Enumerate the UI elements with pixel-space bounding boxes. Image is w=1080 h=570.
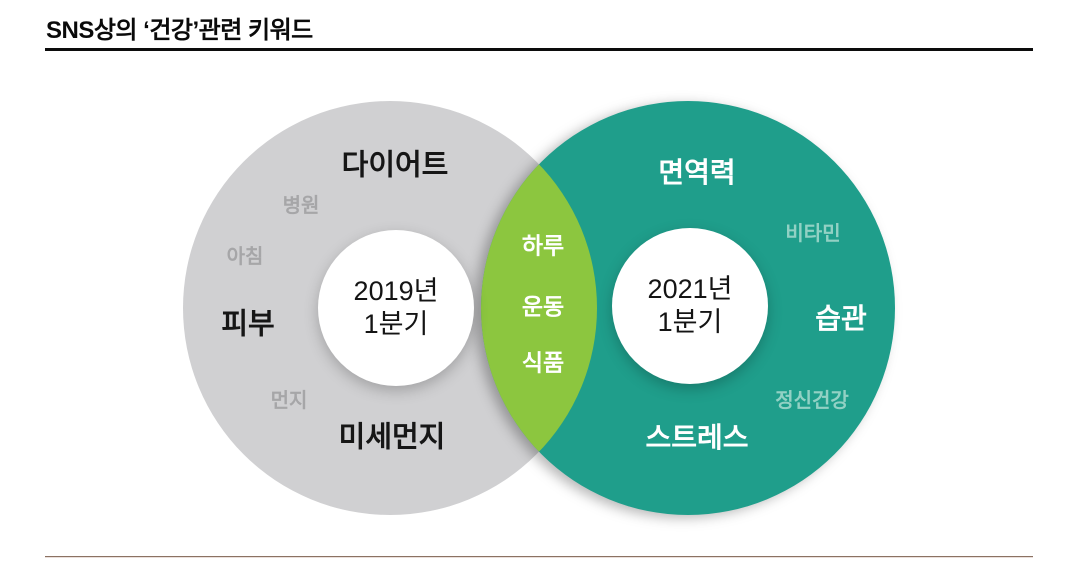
caption-2019: 2019년 1분기	[354, 275, 439, 341]
keyword-food: 식품	[521, 349, 565, 376]
top-divider	[45, 48, 1033, 51]
inner-circle-2019	[318, 230, 474, 386]
keyword-stress: 스트레스	[645, 422, 749, 453]
keyword-day: 하루	[521, 232, 565, 259]
keyword-dust: 먼지	[270, 390, 308, 412]
keyword-hospital: 병원	[282, 195, 320, 217]
keyword-morning: 아침	[226, 246, 264, 268]
caption-2021-quarter: 1분기	[657, 307, 723, 337]
keyword-exercise: 운동	[521, 293, 565, 320]
keyword-fine-dust: 미세먼지	[338, 421, 446, 454]
keyword-diet: 다이어트	[341, 149, 449, 182]
keyword-habit: 습관	[815, 303, 867, 334]
keyword-mental-health: 정신건강	[775, 390, 849, 412]
caption-2021: 2021년 1분기	[648, 273, 733, 339]
bottom-divider	[45, 556, 1033, 558]
page-title: SNS상의 ‘건강’관련 키워드	[46, 17, 313, 44]
caption-2021-year: 2021년	[647, 274, 733, 304]
keyword-skin: 피부	[221, 308, 275, 341]
caption-2019-year: 2019년	[353, 276, 439, 306]
caption-2019-quarter: 1분기	[363, 309, 429, 339]
keyword-vitamin: 비타민	[785, 223, 841, 245]
inner-circle-2021	[612, 228, 768, 384]
keyword-immunity: 면역력	[658, 157, 736, 188]
